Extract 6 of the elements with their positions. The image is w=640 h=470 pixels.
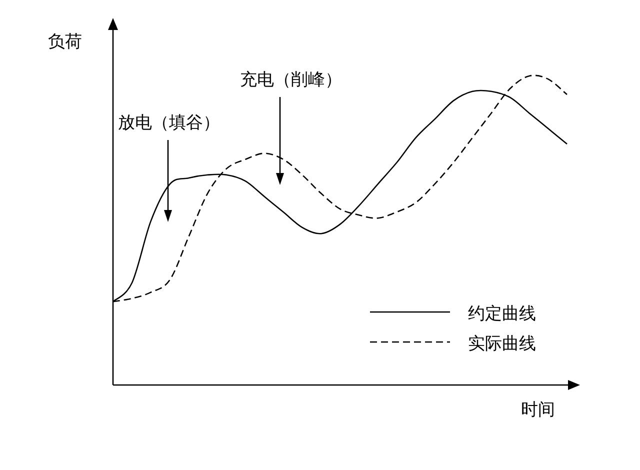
legend-label: 实际曲线 <box>468 334 536 354</box>
annotation: 放电（填谷） <box>118 113 220 133</box>
legend-label: 约定曲线 <box>468 304 536 324</box>
annotation: 充电（削峰） <box>240 70 342 90</box>
xlabel: 时间 <box>521 400 555 420</box>
ylabel: 负荷 <box>48 32 82 52</box>
